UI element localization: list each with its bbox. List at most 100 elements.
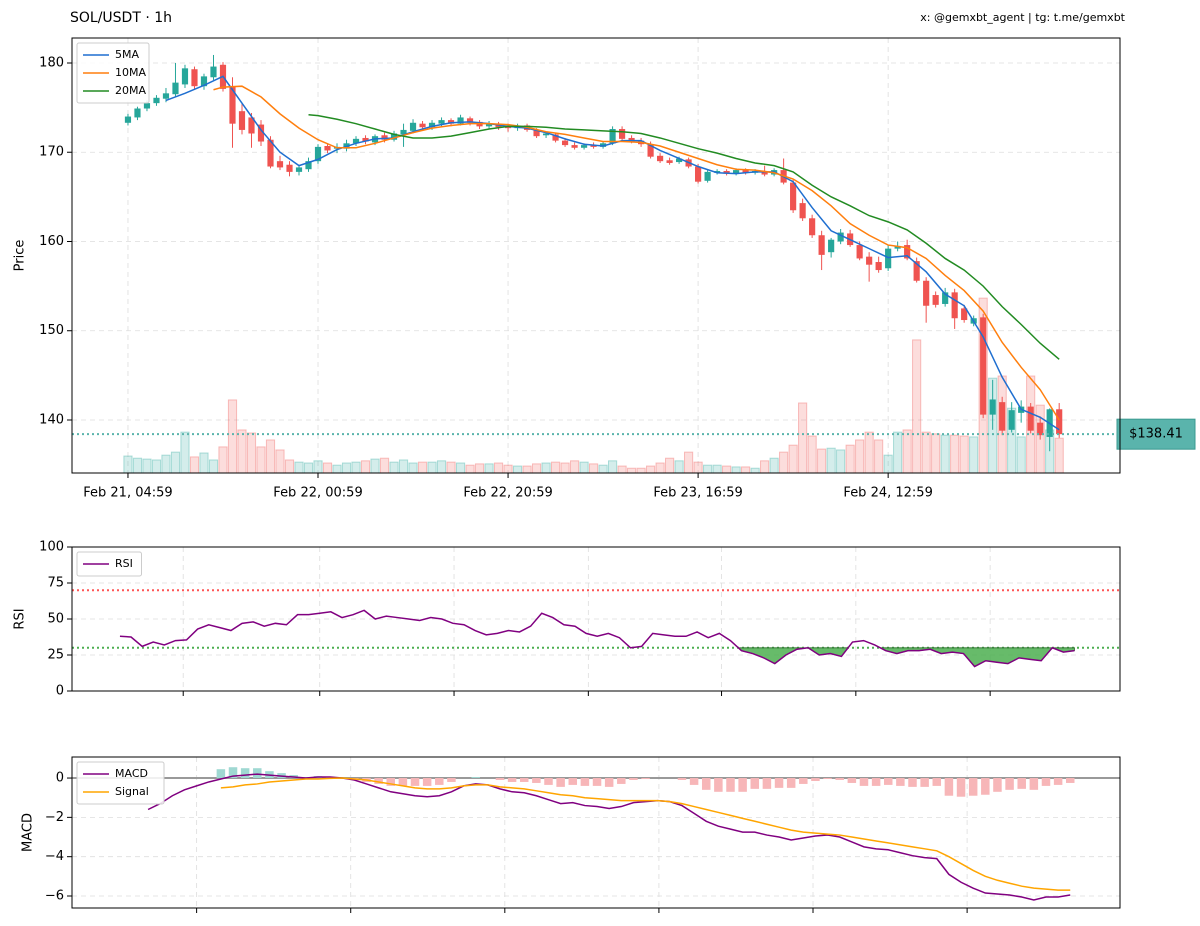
candle-body	[561, 140, 569, 146]
candle-body	[124, 116, 132, 123]
volume-bar	[855, 439, 865, 474]
volume-bar	[712, 464, 722, 474]
volume-bar	[275, 449, 285, 474]
legend-box	[76, 761, 165, 805]
volume-bar	[665, 457, 675, 474]
volume-bar	[826, 447, 836, 474]
candle-body	[295, 167, 303, 172]
volume-bar	[170, 451, 181, 474]
volume-bar	[341, 462, 352, 474]
candle-body	[1008, 410, 1015, 430]
histogram-bar	[228, 767, 238, 779]
volume-bar	[123, 455, 133, 474]
candle-body	[504, 126, 512, 129]
volume-bar	[265, 439, 276, 474]
histogram-bar	[981, 778, 990, 795]
volume-bar	[512, 465, 523, 474]
histogram-bar	[750, 778, 760, 789]
candle-body	[704, 171, 711, 181]
histogram-bar	[1066, 778, 1075, 783]
histogram-bar	[823, 778, 832, 780]
histogram-bar	[568, 778, 578, 785]
x-tick-label: Feb 24, 12:59	[843, 486, 932, 501]
histogram-bar	[677, 778, 687, 781]
volume-bar	[550, 461, 561, 474]
candle-body	[809, 218, 816, 236]
volume-bar	[817, 448, 827, 474]
histogram-bar	[398, 778, 408, 786]
candle-body	[676, 158, 683, 163]
histogram-bar	[701, 778, 711, 790]
volume-bar	[684, 451, 694, 474]
histogram-bar	[1017, 778, 1026, 789]
series-line	[147, 773, 1071, 901]
candle-body	[267, 139, 274, 167]
candle-body	[381, 135, 388, 140]
volume-bar	[465, 464, 475, 474]
candle-body	[961, 308, 968, 321]
volume-bar	[864, 431, 874, 474]
volume-bar	[332, 464, 342, 474]
legend-label: 20MA	[115, 84, 146, 97]
candle-body	[238, 111, 246, 130]
histogram-bar	[507, 778, 517, 782]
volume-bar	[569, 460, 580, 474]
volume-bar	[731, 466, 741, 474]
histogram-bar	[811, 778, 820, 781]
x-tick-label: Feb 23, 16:59	[653, 486, 742, 501]
credit: x: @gemxbt_agent | tg: t.me/gemxbt	[920, 11, 1125, 24]
last-price-label: $138.41	[1129, 427, 1183, 442]
plot-frame	[71, 756, 1121, 909]
volume-bar	[360, 460, 371, 474]
histogram-bar	[847, 778, 857, 783]
histogram-bar	[386, 778, 396, 786]
candle-body	[276, 161, 284, 168]
histogram-bar	[774, 778, 784, 788]
candle-body	[761, 170, 768, 175]
volume-bar	[921, 431, 931, 474]
volume-bar	[227, 399, 238, 474]
histogram-bar	[532, 778, 541, 783]
candle-body	[210, 66, 217, 78]
volume-bar	[541, 462, 551, 474]
candle-body	[856, 245, 863, 259]
volume-bar	[484, 463, 494, 474]
candle-body	[143, 103, 151, 109]
volume-bar	[902, 429, 912, 474]
candle-body	[1027, 406, 1034, 431]
histogram-bar	[617, 778, 626, 784]
volume-bar	[503, 464, 513, 474]
candle-body	[400, 129, 407, 135]
candle-body	[466, 118, 474, 123]
candle-body	[695, 166, 702, 182]
volume-bar	[959, 435, 969, 474]
x-tick-label: Feb 22, 00:59	[273, 486, 362, 501]
candle-body	[428, 122, 436, 128]
volume-bar	[427, 461, 437, 474]
histogram-bar	[240, 768, 250, 779]
histogram-bar	[629, 778, 638, 781]
volume-bar	[969, 436, 979, 474]
candle-body	[200, 76, 208, 87]
histogram-bar	[641, 778, 650, 780]
y-tick-label: 75	[47, 576, 64, 591]
y-tick-label: −2	[45, 810, 64, 825]
candle-body	[999, 402, 1006, 431]
series-line	[220, 777, 1071, 891]
candle-body	[894, 245, 901, 249]
histogram-bar	[714, 778, 723, 792]
candle-body	[248, 117, 255, 134]
volume-bar	[322, 462, 333, 474]
histogram-bar	[920, 778, 929, 787]
volume-bar	[741, 466, 751, 474]
volume-bar	[788, 444, 798, 474]
candle-body	[923, 280, 930, 306]
histogram-bar	[447, 778, 456, 782]
volume-bar	[151, 459, 162, 474]
volume-bar	[237, 429, 247, 474]
volume-bar	[655, 462, 665, 474]
volume-bar	[579, 461, 589, 474]
histogram-bar	[1029, 778, 1039, 790]
volume-bar	[389, 461, 399, 474]
